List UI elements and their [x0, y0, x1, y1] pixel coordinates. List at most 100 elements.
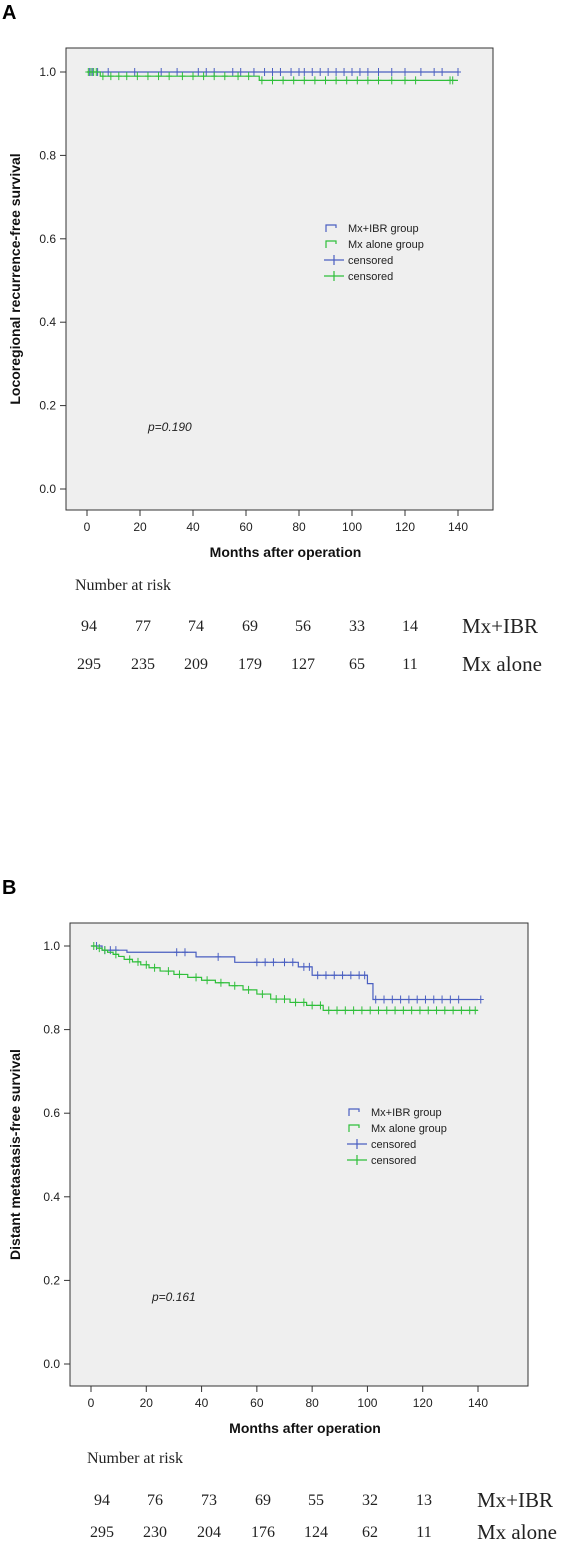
y-tick-label: 1.0 [39, 65, 56, 79]
censor-mark [155, 72, 162, 81]
censor-mark [190, 72, 196, 81]
censor-mark [131, 68, 138, 76]
legend-censor-icon [324, 271, 344, 281]
y-tick-label: 0.4 [39, 315, 56, 329]
censor-mark [101, 946, 108, 955]
censor-mark [441, 1006, 448, 1015]
x-tick-label: 60 [250, 1396, 264, 1410]
risk-value: 124 [304, 1524, 328, 1541]
censor-mark [158, 68, 165, 76]
risk-row-label: Mx+IBR [477, 1488, 554, 1512]
y-axis-label: Locoregional recurrence-free survival [7, 153, 23, 404]
censor-mark [333, 76, 340, 85]
censor-mark [325, 68, 332, 76]
x-tick-label: 140 [448, 520, 468, 534]
censor-mark [300, 998, 307, 1007]
legend-label: Mx+IBR group [371, 1107, 442, 1119]
x-tick-label: 0 [84, 520, 91, 534]
censor-mark [455, 995, 462, 1004]
x-tick-label: 20 [133, 520, 147, 534]
legend-label: Mx alone group [371, 1123, 447, 1135]
censor-mark [388, 68, 395, 76]
censor-mark [347, 971, 354, 980]
risk-row-ibr: 94 76 73 69 55 32 13 Mx+IBR [0, 1488, 581, 1516]
risk-value: 204 [197, 1524, 221, 1541]
x-tick-label: 0 [88, 1396, 95, 1410]
censor-mark [134, 957, 141, 966]
censor-mark [356, 68, 363, 76]
km-plot-a: 0.0 0.2 0.4 0.6 0.8 1.0 0 20 40 60 80 100 120 140 Mont… [7, 47, 494, 560]
legend-line-icon [325, 224, 337, 232]
censor-mark [361, 971, 368, 980]
y-tick-label: 0.6 [39, 232, 56, 246]
risk-row-ibr: 94 77 74 69 56 33 14 Mx+IBR [0, 614, 581, 642]
censor-mark [311, 76, 318, 85]
risk-row-mx-alone: 295 235 209 179 127 65 11 Mx alone [0, 652, 581, 680]
censor-mark [367, 1006, 374, 1015]
risk-value: 94 [94, 1492, 110, 1509]
censor-mark [107, 72, 114, 81]
censor-mark [281, 958, 288, 967]
legend-label: Mx+IBR group [348, 223, 419, 235]
km-plot-b: 0.0 0.2 0.4 0.6 0.8 1.0 0 20 40 60 80 100 120 140 Mont… [7, 922, 529, 1436]
censor-mark [402, 68, 408, 76]
censor-mark [259, 990, 266, 999]
risk-value: 295 [90, 1524, 114, 1541]
risk-table-title: Number at risk [75, 577, 171, 594]
censor-mark [309, 68, 316, 76]
risk-value: 295 [77, 656, 101, 673]
censor-mark [458, 1006, 465, 1015]
y-tick-label: 0.6 [43, 1106, 60, 1120]
risk-value: 11 [416, 1524, 432, 1541]
censor-mark [383, 1006, 390, 1015]
risk-value: 209 [184, 656, 208, 673]
legend-label: censored [348, 255, 393, 267]
x-tick-label: 140 [468, 1396, 488, 1410]
censor-mark [389, 995, 396, 1004]
censor-mark [270, 958, 277, 967]
censor-mark [281, 995, 288, 1004]
curve-mx-alone [91, 945, 478, 1011]
censor-mark [115, 72, 122, 81]
censor-mark [289, 958, 296, 967]
censor-mark [203, 68, 210, 76]
y-tick-label: 0.0 [43, 1357, 60, 1371]
censor-mark [472, 1006, 479, 1015]
legend-line-icon [348, 1108, 360, 1116]
censor-mark [300, 962, 307, 971]
censor-mark [217, 978, 224, 987]
legend-censor-icon [324, 255, 344, 265]
panel-letter: A [2, 2, 17, 24]
panel-a: A 0.0 0.2 0.4 0.6 0.8 1.0 0 20 40 60 80 100 120 140 Mo… [0, 0, 581, 700]
risk-value: 69 [242, 618, 258, 635]
censor-mark [99, 72, 106, 81]
risk-row-mx-alone: 295 230 204 176 124 62 11 Mx alone [0, 1520, 581, 1548]
plot-area [65, 47, 494, 511]
censor-mark [400, 1006, 407, 1015]
censor-mark [245, 72, 252, 81]
risk-value: 55 [308, 1492, 324, 1509]
risk-value: 65 [349, 656, 365, 673]
x-tick-label: 40 [195, 1396, 209, 1410]
risk-row-label: Mx alone [462, 652, 542, 676]
censor-mark [144, 72, 151, 81]
censor-mark [417, 68, 424, 76]
risk-value: 77 [135, 618, 151, 635]
censor-mark [269, 68, 276, 76]
censor-mark [356, 971, 363, 980]
censor-mark [322, 971, 329, 980]
censor-mark [422, 995, 429, 1004]
risk-row-label: Mx alone [477, 1520, 557, 1544]
risk-table-title: Number at risk [87, 1450, 183, 1467]
y-tick-label: 1.0 [43, 939, 60, 953]
censor-mark [450, 1006, 457, 1015]
risk-value: 76 [147, 1492, 163, 1509]
censor-mark [317, 1001, 324, 1010]
censor-mark [425, 1006, 432, 1015]
censor-mark [126, 955, 133, 964]
censor-mark [449, 76, 456, 85]
censor-mark [466, 1006, 473, 1015]
censor-mark [301, 76, 308, 85]
censor-mark [439, 68, 446, 76]
risk-value: 94 [81, 618, 97, 635]
